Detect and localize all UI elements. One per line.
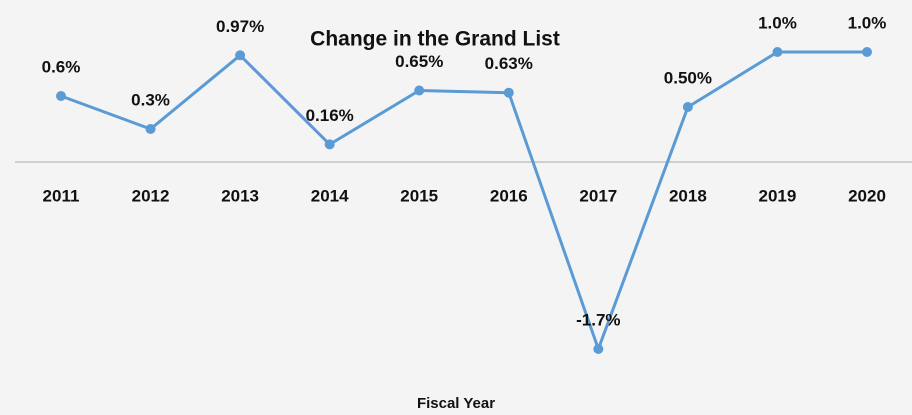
data-label: 1.0% <box>758 13 797 32</box>
series-line <box>60 50 867 351</box>
data-point <box>862 47 872 57</box>
chart-title: Change in the Grand List <box>310 28 560 51</box>
x-tick-label: 2012 <box>132 186 170 205</box>
data-label: 0.16% <box>306 106 354 125</box>
data-point <box>414 85 425 96</box>
data-point <box>593 344 604 354</box>
x-tick-label: 2016 <box>490 186 528 205</box>
data-point <box>503 87 514 98</box>
data-label: 0.97% <box>216 17 264 36</box>
data-point <box>682 102 693 112</box>
data-point <box>235 50 246 61</box>
x-tick-label: 2014 <box>311 186 349 205</box>
data-label: 1.0% <box>848 13 887 32</box>
x-tick-label: 2019 <box>759 186 797 205</box>
data-label: 0.3% <box>131 90 170 109</box>
x-tick-label: 2017 <box>579 186 617 205</box>
data-point <box>145 124 156 134</box>
x-tick-label: 2015 <box>400 186 438 205</box>
data-label: 0.50% <box>664 68 712 87</box>
x-tick-label: 2013 <box>221 186 259 205</box>
data-point <box>324 139 335 150</box>
x-tick-label: 2020 <box>848 186 886 205</box>
data-label: 0.6% <box>42 57 81 76</box>
x-tick-label: 2011 <box>43 186 80 205</box>
data-label: -1.7% <box>576 310 620 329</box>
data-label: 0.63% <box>485 54 533 73</box>
x-tick-label: 2018 <box>669 186 707 205</box>
data-label: 0.65% <box>395 52 443 71</box>
data-point <box>772 47 783 57</box>
x-axis-title: Fiscal Year <box>417 395 495 412</box>
data-point <box>56 91 66 101</box>
